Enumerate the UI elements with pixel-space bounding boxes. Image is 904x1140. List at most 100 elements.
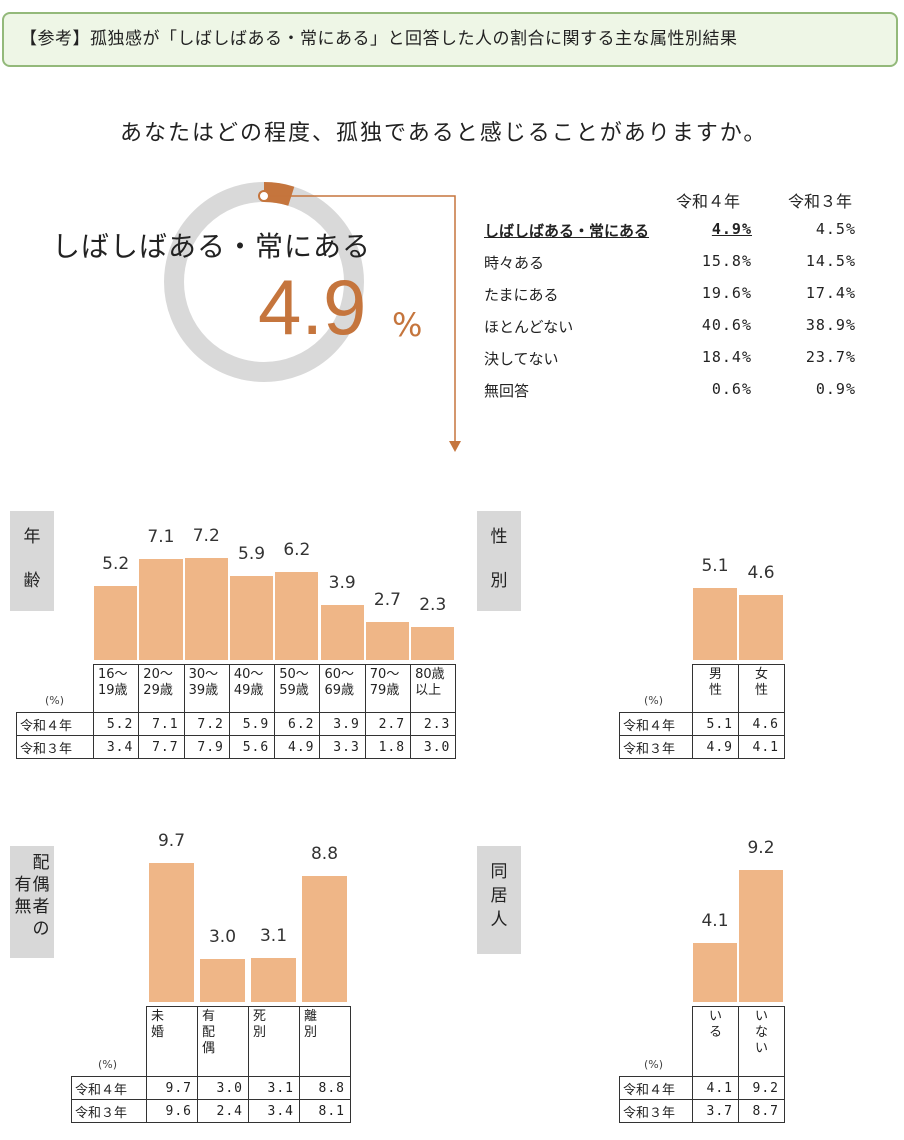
bar-value-label: 5.2 xyxy=(102,554,130,575)
response-row-label: 決してない xyxy=(484,350,559,368)
bar-value-label: 6.2 xyxy=(283,539,311,560)
chart-bar xyxy=(365,621,410,660)
category-header-line: 30～ xyxy=(188,667,219,682)
category-header: いる xyxy=(692,1006,739,1077)
category-header: 50～ 59歳 xyxy=(274,664,321,713)
percent-unit-label: (%) xyxy=(644,1058,664,1071)
response-row-r4: 15.8% xyxy=(701,252,752,270)
category-header-line: 19歳 xyxy=(98,683,128,698)
category-header-line: な xyxy=(754,1025,768,1040)
data-table-row-header: 令和３年 xyxy=(619,1099,693,1123)
category-header-line: 婚 xyxy=(151,1025,165,1040)
connector-dot xyxy=(258,190,270,202)
connector-line xyxy=(266,195,456,443)
data-table-cell: 8.8 xyxy=(299,1076,351,1100)
category-header: 60～ 69歳 xyxy=(319,664,366,713)
data-table: 男性女性令和４年 5.1 4.6 令和３年 4.9 4.1 xyxy=(619,664,785,759)
data-table-cell: 1.8 xyxy=(364,735,412,759)
col-header-r3: 令和３年 xyxy=(788,192,853,211)
category-header-line: 偶 xyxy=(202,1041,216,1056)
section-label-char: の xyxy=(32,919,50,939)
bar-value-label: 3.0 xyxy=(208,927,237,948)
data-table-row: 令和４年 5.2 7.1 7.2 5.9 6.2 3.9 2.7 2.3 xyxy=(16,712,457,736)
category-header-line: い xyxy=(754,1009,768,1024)
section-label-columns: 配偶者の有無 xyxy=(10,852,54,940)
section-label: 年齢 xyxy=(10,511,54,611)
category-header-line: 未 xyxy=(151,1009,165,1024)
data-table-row-header: 令和３年 xyxy=(16,735,94,759)
category-header-line: い xyxy=(708,1009,722,1024)
category-header-line: 59歳 xyxy=(279,683,309,698)
category-header: 16～ 19歳 xyxy=(92,664,140,713)
bar-value-label: 7.1 xyxy=(147,527,175,548)
category-header-line: 別 xyxy=(304,1025,318,1040)
section-label-char: 人 xyxy=(490,910,508,930)
response-row-label: しばしばある・常にある xyxy=(484,222,650,240)
response-row-r3: 14.5% xyxy=(805,252,856,270)
chart-bar xyxy=(275,571,319,660)
category-header-line: 死 xyxy=(253,1009,267,1024)
data-table-cell: 3.9 xyxy=(319,712,366,736)
category-header: 40～ 49歳 xyxy=(228,664,276,713)
data-table: いるいない令和４年 4.1 9.2 令和３年 3.7 8.7 xyxy=(619,1006,785,1123)
data-table-cell: 3.4 xyxy=(248,1099,300,1123)
data-table-cell: 3.7 xyxy=(692,1099,739,1123)
donut-chart xyxy=(164,182,461,452)
data-table-cell: 9.7 xyxy=(146,1076,198,1100)
data-table-cell: 3.0 xyxy=(410,735,457,759)
section-label-col: 有無 xyxy=(15,852,32,940)
data-table-header-row: 男性女性 xyxy=(620,664,785,713)
data-table-row-header: 令和４年 xyxy=(71,1076,147,1100)
chart-bar xyxy=(184,557,228,660)
response-row-label: たまにある xyxy=(484,286,559,304)
category-header-line: 39歳 xyxy=(188,683,219,698)
category-header-line: 性 xyxy=(754,683,768,698)
data-table-row-header: 令和３年 xyxy=(71,1099,147,1123)
response-row-r3: 17.4% xyxy=(805,284,856,302)
response-row-r3: 4.5% xyxy=(815,220,856,238)
chart-bar xyxy=(739,594,783,660)
category-header-line: 配 xyxy=(202,1025,216,1040)
category-header-line: 16～ xyxy=(98,667,128,682)
data-table-cell: 2.3 xyxy=(410,712,457,736)
chart-bar xyxy=(251,957,296,1002)
category-header: 死別 xyxy=(248,1006,300,1077)
data-table-header-row: 16～ 19歳 20～ 29歳 30～ 39歳 40～ 49歳 50～ 59歳 60～ 69歳 70～ 7… xyxy=(17,664,457,713)
data-table-cell: 5.2 xyxy=(92,712,140,736)
data-table-corner xyxy=(620,1007,693,1077)
category-header-line: 70～ xyxy=(369,667,400,682)
data-table-row-header: 令和４年 xyxy=(619,712,693,736)
data-table-cell: 4.1 xyxy=(692,1076,739,1100)
data-table-cell: 8.1 xyxy=(299,1099,351,1123)
category-header: 有配偶 xyxy=(197,1006,249,1077)
data-table-row: 令和３年 3.4 7.7 7.9 5.6 4.9 3.3 1.8 3.0 xyxy=(16,735,457,759)
data-table-cell: 2.7 xyxy=(364,712,412,736)
section-label-char: 居 xyxy=(490,886,508,906)
section-label-char: 者 xyxy=(32,897,50,917)
section-label: 性別 xyxy=(477,511,521,611)
data-table-corner xyxy=(17,665,94,713)
chart-bar xyxy=(693,587,737,660)
data-table-cell: 7.7 xyxy=(138,735,185,759)
data-table-row: 令和４年 9.7 3.0 3.1 8.8 xyxy=(71,1076,351,1100)
category-header: 70～ 79歳 xyxy=(364,664,412,713)
response-row-r3: 23.7% xyxy=(805,348,856,366)
response-row-r3: 38.9% xyxy=(805,316,856,334)
response-row-r3: 0.9% xyxy=(815,380,856,398)
data-table-cell: 2.4 xyxy=(197,1099,249,1123)
section-label-char: 同 xyxy=(490,862,508,882)
category-header: 離別 xyxy=(299,1006,351,1077)
data-table-row-header: 令和４年 xyxy=(619,1076,693,1100)
data-table-cell: 4.9 xyxy=(274,735,321,759)
chart-bar xyxy=(739,870,783,1002)
category-header-line: 80歳 xyxy=(415,667,445,682)
category-header-line: 50～ xyxy=(279,667,309,682)
response-row-r4: 40.6% xyxy=(701,316,752,334)
section-label-char: 年 xyxy=(23,527,41,547)
data-table-cell: 9.2 xyxy=(738,1076,785,1100)
chart-bar xyxy=(94,586,138,660)
response-row-r4: 4.9% xyxy=(711,220,752,238)
response-row-label: ほとんどない xyxy=(484,318,574,336)
data-table-cell: 9.6 xyxy=(146,1099,198,1123)
category-header-line: 49歳 xyxy=(233,683,264,698)
